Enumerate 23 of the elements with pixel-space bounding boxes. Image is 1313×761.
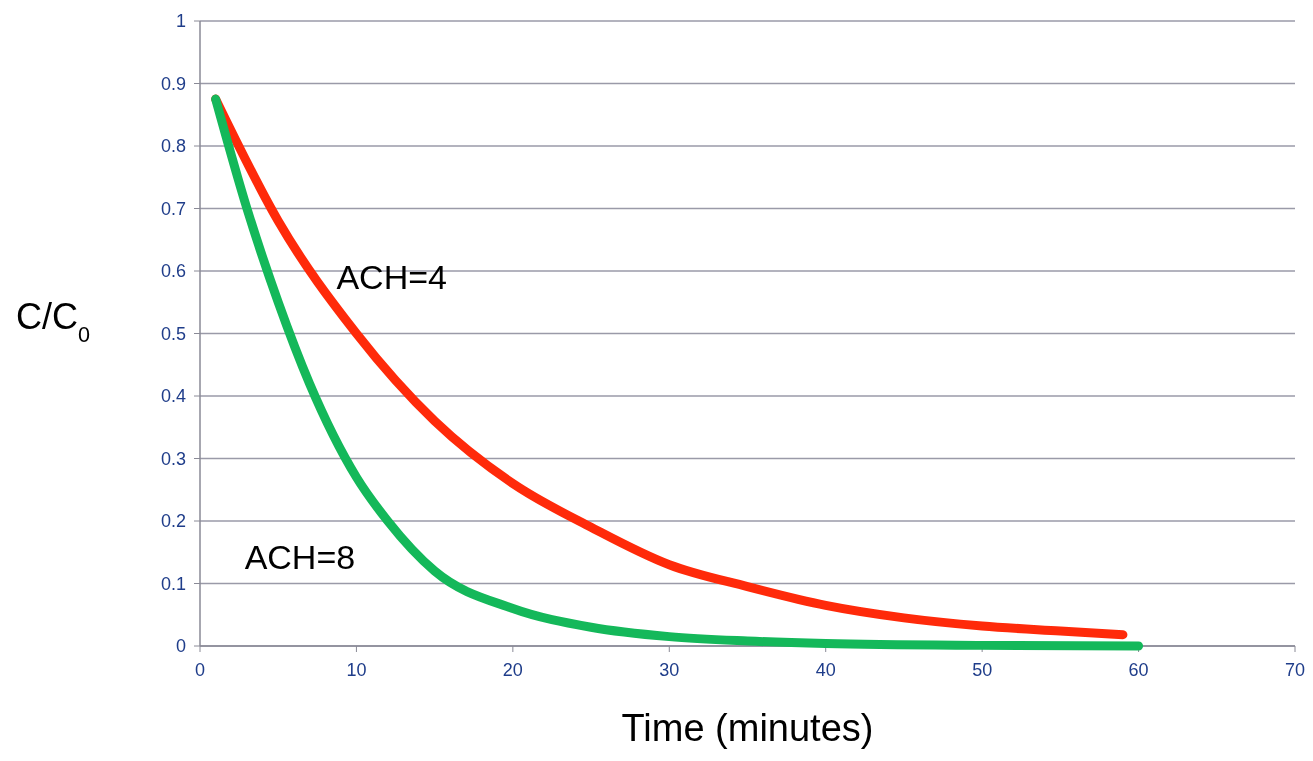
series-label: ACH=4 bbox=[336, 257, 447, 296]
y-tick-label: 0.6 bbox=[160, 261, 186, 281]
x-tick-label: 10 bbox=[346, 660, 367, 680]
x-tick-label: 70 bbox=[1284, 660, 1306, 680]
y-tick-label: 0.4 bbox=[160, 386, 186, 406]
x-tick-label: 40 bbox=[815, 660, 836, 680]
x-tick-label: 30 bbox=[659, 660, 680, 680]
y-tick-label: 0.7 bbox=[160, 198, 186, 219]
y-tick-label: 0.8 bbox=[160, 136, 186, 156]
x-tick-label: 50 bbox=[972, 660, 993, 680]
y-tick-label: 0.5 bbox=[160, 323, 186, 344]
x-tick-label: 0 bbox=[194, 660, 206, 680]
x-axis-title: Time (minutes) bbox=[621, 707, 874, 749]
y-tick-label: 0 bbox=[175, 636, 186, 656]
y-tick-label: 1 bbox=[175, 11, 186, 31]
y-axis-title: C/C$_{0}$ bbox=[16, 295, 91, 346]
y-tick-label: 0.9 bbox=[160, 73, 186, 94]
y-tick-label: 0.2 bbox=[160, 511, 186, 531]
y-tick-label: 0.1 bbox=[160, 573, 186, 594]
series-label: ACH=8 bbox=[244, 538, 356, 576]
x-tick-label: 20 bbox=[502, 660, 523, 680]
x-tick-label: 60 bbox=[1128, 660, 1149, 680]
y-tick-label: 0.3 bbox=[160, 448, 186, 469]
